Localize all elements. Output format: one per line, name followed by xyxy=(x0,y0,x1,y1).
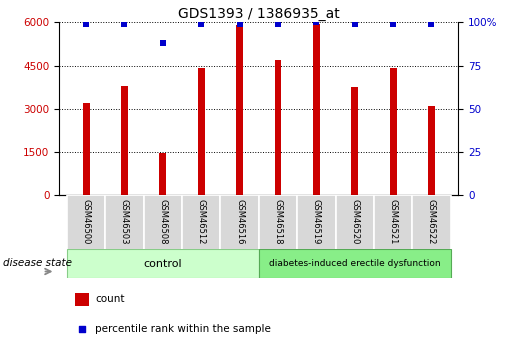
Bar xyxy=(198,68,204,195)
FancyBboxPatch shape xyxy=(67,195,105,250)
Point xyxy=(235,21,244,27)
Text: GSM46508: GSM46508 xyxy=(158,199,167,244)
Text: GSM46516: GSM46516 xyxy=(235,199,244,244)
FancyBboxPatch shape xyxy=(67,249,259,278)
Text: GSM46500: GSM46500 xyxy=(81,199,91,244)
FancyBboxPatch shape xyxy=(182,195,220,250)
Text: GSM46522: GSM46522 xyxy=(427,199,436,244)
Bar xyxy=(428,106,435,195)
Text: percentile rank within the sample: percentile rank within the sample xyxy=(95,324,271,334)
Text: count: count xyxy=(95,294,125,304)
Text: control: control xyxy=(144,259,182,268)
FancyBboxPatch shape xyxy=(259,249,451,278)
Bar xyxy=(121,86,128,195)
Bar xyxy=(274,60,281,195)
Point xyxy=(389,21,397,27)
Bar xyxy=(236,25,243,195)
FancyBboxPatch shape xyxy=(413,195,451,250)
Bar xyxy=(75,294,89,306)
Text: GSM46518: GSM46518 xyxy=(273,199,282,244)
FancyBboxPatch shape xyxy=(220,195,259,250)
Title: GDS1393 / 1386935_at: GDS1393 / 1386935_at xyxy=(178,7,340,21)
FancyBboxPatch shape xyxy=(297,195,336,250)
Text: GSM46519: GSM46519 xyxy=(312,199,321,244)
Point xyxy=(274,21,282,27)
Text: GSM46512: GSM46512 xyxy=(197,199,205,244)
FancyBboxPatch shape xyxy=(144,195,182,250)
FancyBboxPatch shape xyxy=(336,195,374,250)
Point xyxy=(78,326,87,332)
Text: GSM46521: GSM46521 xyxy=(389,199,398,244)
FancyBboxPatch shape xyxy=(259,195,297,250)
FancyBboxPatch shape xyxy=(105,195,144,250)
Bar xyxy=(351,87,358,195)
Bar xyxy=(82,103,90,195)
FancyBboxPatch shape xyxy=(374,195,413,250)
Bar xyxy=(390,68,397,195)
Bar xyxy=(313,24,320,195)
Text: diabetes-induced erectile dysfunction: diabetes-induced erectile dysfunction xyxy=(269,259,440,268)
Bar xyxy=(159,153,166,195)
Text: GSM46503: GSM46503 xyxy=(120,199,129,244)
Point xyxy=(159,40,167,46)
Point xyxy=(312,20,320,25)
Point xyxy=(427,21,436,27)
Text: disease state: disease state xyxy=(3,258,72,268)
Point xyxy=(197,21,205,27)
Text: GSM46520: GSM46520 xyxy=(350,199,359,244)
Point xyxy=(351,21,359,27)
Point xyxy=(82,21,90,27)
Point xyxy=(121,21,129,27)
